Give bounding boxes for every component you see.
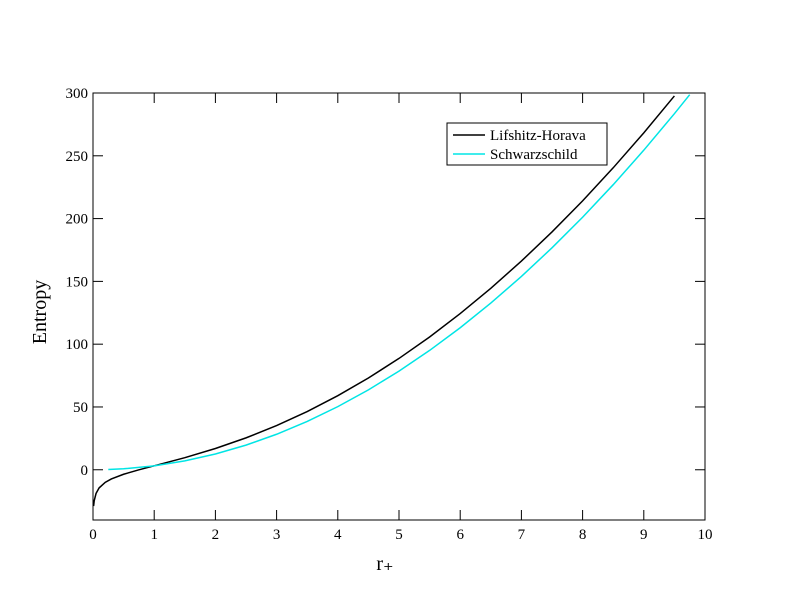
y-tick-label: 100 <box>66 337 89 353</box>
series-line <box>108 94 691 471</box>
x-tick-label: 8 <box>579 527 587 543</box>
y-axis-label: Entropy <box>29 280 51 344</box>
y-tick-label: 200 <box>66 212 89 228</box>
series-line <box>92 95 675 507</box>
x-tick-label: 9 <box>640 527 648 543</box>
y-tick-label: 50 <box>73 400 88 416</box>
x-tick-label: 1 <box>150 527 158 543</box>
x-tick-label: 6 <box>456 527 464 543</box>
legend-box <box>446 122 608 166</box>
x-tick-label: 3 <box>273 527 281 543</box>
y-tick-label: 250 <box>66 149 89 165</box>
legend-label: Schwarzschild <box>490 147 578 163</box>
x-tick-label: 0 <box>89 527 97 543</box>
x-tick-label: 5 <box>395 527 403 543</box>
plot-frame <box>92 92 706 521</box>
x-tick-label: 10 <box>698 527 713 543</box>
x-tick-label: 7 <box>518 527 526 543</box>
y-tick-label: 150 <box>66 274 89 290</box>
x-tick-label: 2 <box>212 527 220 543</box>
x-tick-label: 4 <box>334 527 342 543</box>
y-tick-label: 0 <box>81 463 89 479</box>
x-axis-label: r₊ <box>376 553 393 575</box>
y-tick-label: 300 <box>66 86 89 102</box>
legend-label: Lifshitz-Horava <box>490 128 586 144</box>
